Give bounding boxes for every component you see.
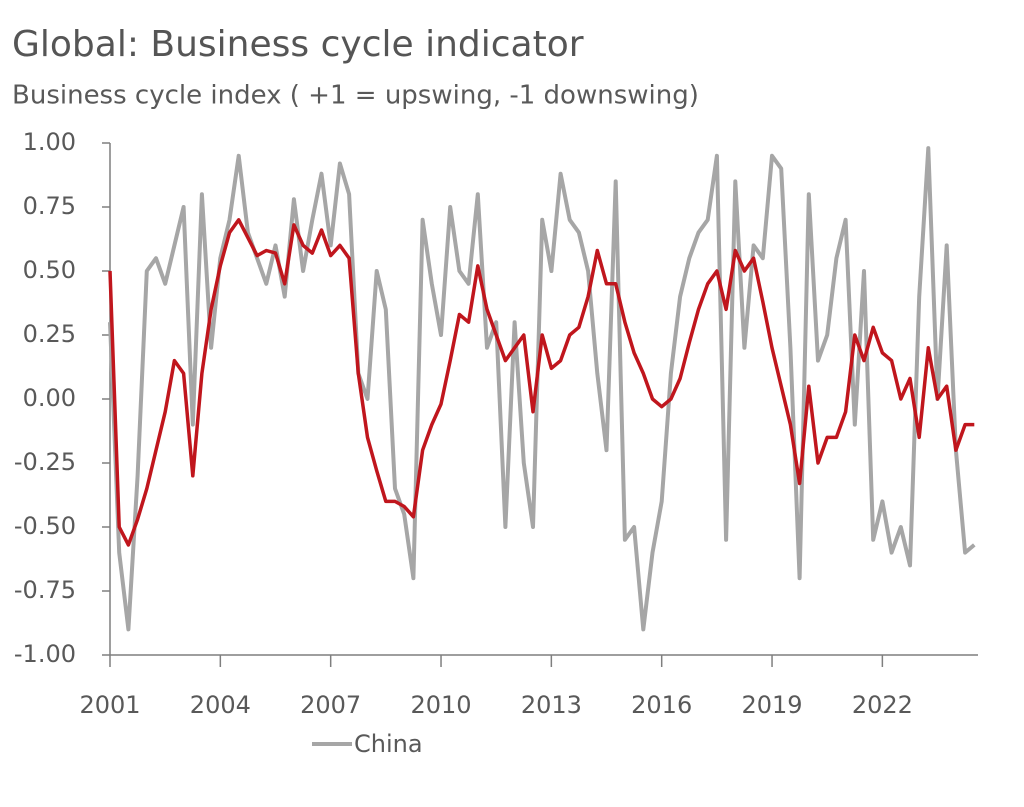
y-tick-label: 0.50: [23, 256, 76, 284]
y-tick-label: -0.50: [14, 512, 76, 540]
chart-subtitle: Business cycle index ( +1 = upswing, -1 …: [12, 81, 699, 111]
legend-label: China: [354, 730, 423, 758]
y-tick-label: -0.25: [14, 448, 76, 476]
x-tick-label: 2013: [521, 691, 582, 719]
chart-title: Global: Business cycle indicator: [12, 24, 584, 65]
x-tick-label: 2007: [300, 691, 361, 719]
x-tick-label: 2001: [79, 691, 140, 719]
x-tick-label: 2004: [190, 691, 251, 719]
series-line: [108, 218, 975, 547]
x-tick-label: 2016: [631, 691, 692, 719]
y-tick-label: 0.25: [23, 320, 76, 348]
x-tick-label: 2019: [741, 691, 802, 719]
y-tick-label: 0.75: [23, 192, 76, 220]
y-tick-label: 0.00: [23, 384, 76, 412]
x-tick-label: 2022: [852, 691, 913, 719]
y-tick-label: -0.75: [14, 576, 76, 604]
x-tick-label: 2010: [410, 691, 471, 719]
y-tick-label: -1.00: [14, 640, 76, 668]
y-tick-label: 1.00: [23, 128, 76, 156]
